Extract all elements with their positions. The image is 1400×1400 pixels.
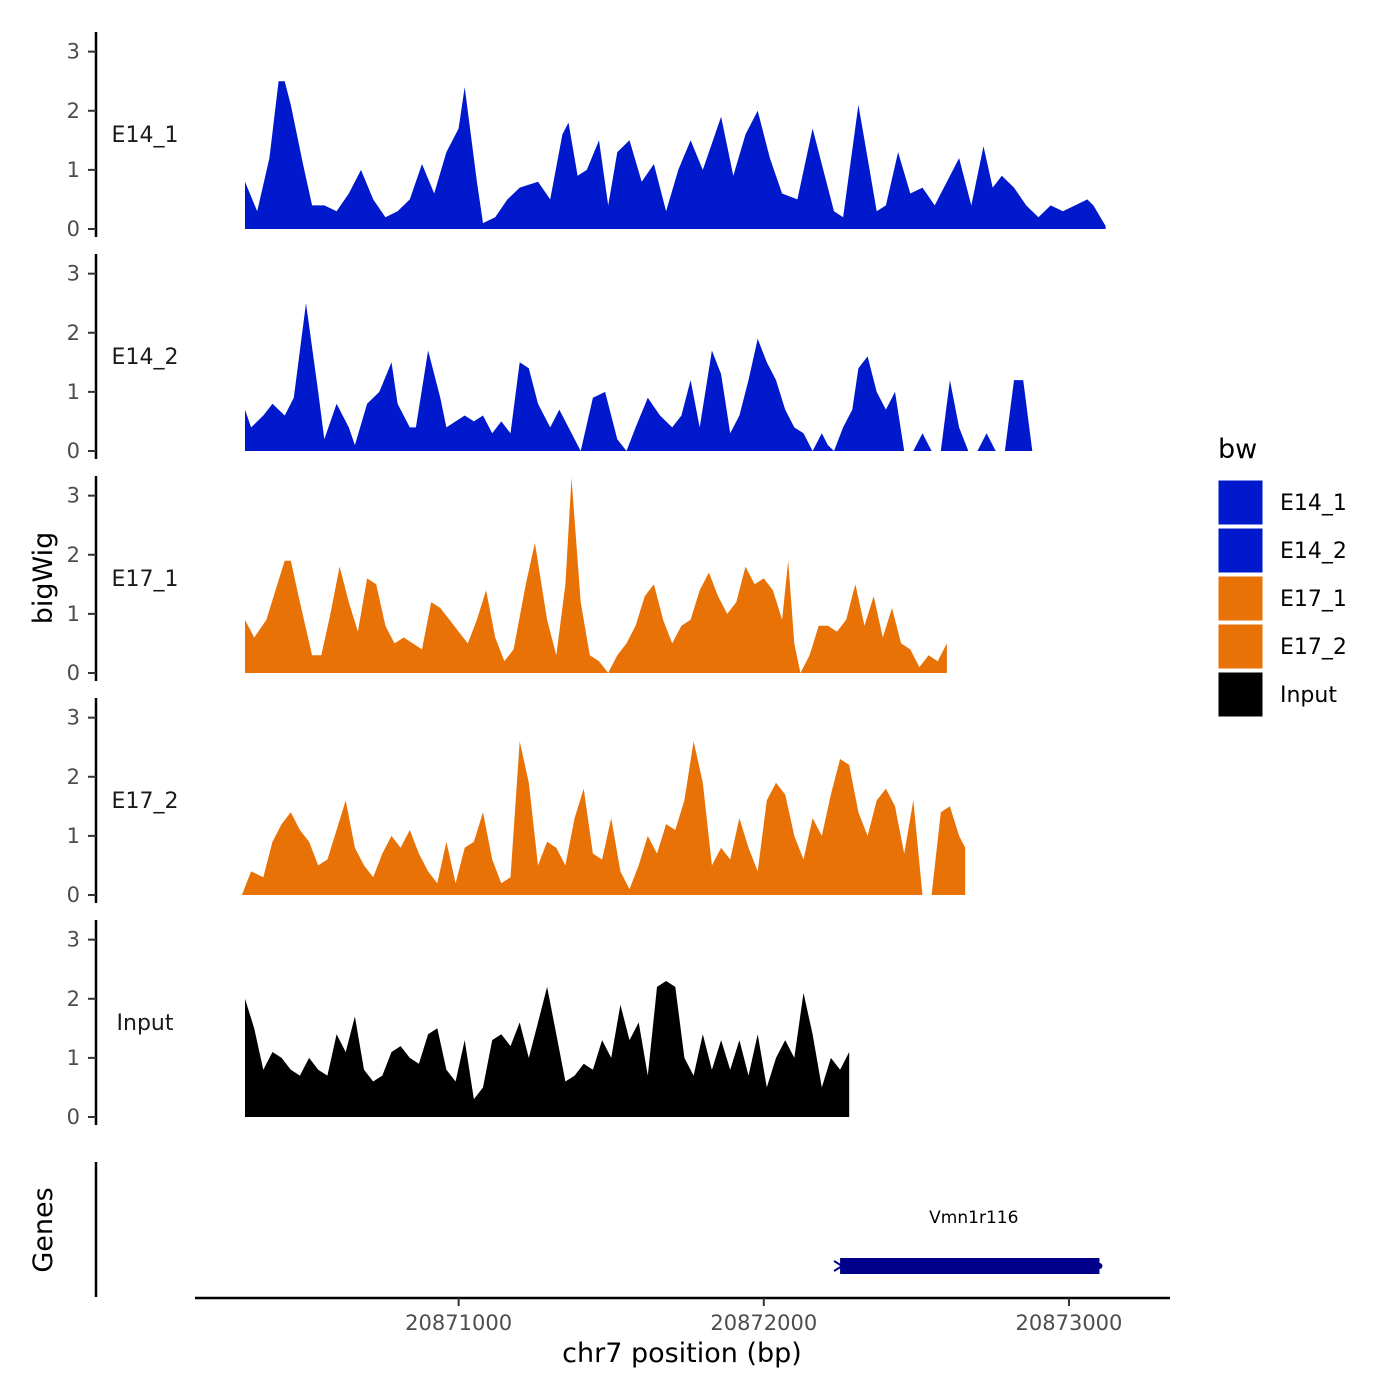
y-tick-label: 1 — [67, 380, 80, 404]
y-tick-label: 3 — [67, 484, 80, 508]
x-tick-label: 20873000 — [1016, 1311, 1123, 1335]
legend-label-E17_1: E17_1 — [1280, 587, 1347, 612]
x-ticks: 20871000 20872000 20873000 — [405, 1298, 1122, 1335]
legend-label-E14_1: E14_1 — [1280, 491, 1347, 516]
bigwig-tracks: 0 1 2 3 E14_1 0 1 2 3 E14_2 0 1 2 3 E17_1 0 1 2 3 E17_2 0 1 2 3… — [67, 32, 1106, 1129]
track-E17_2: 0 1 2 3 E17_2 — [67, 698, 966, 907]
signal-area-E17_2 — [241, 741, 966, 895]
gene-body — [840, 1258, 1100, 1274]
y-tick-label: 2 — [67, 321, 80, 345]
y-tick-label: 1 — [67, 824, 80, 848]
y-tick-label: 1 — [67, 602, 80, 626]
legend-swatch-E14_2 — [1217, 527, 1264, 574]
y-tick-label: 0 — [67, 217, 80, 241]
y-tick-label: 2 — [67, 543, 80, 567]
signal-area-E17_1 — [245, 477, 947, 673]
y-tick-label: 0 — [67, 883, 80, 907]
signal-area-E14_2 — [245, 303, 1033, 451]
track-E17_1: 0 1 2 3 E17_1 — [67, 476, 947, 685]
track-label: E17_1 — [112, 567, 179, 592]
gene-strand-arrow — [833, 1260, 844, 1272]
genes-track-label: Genes — [28, 1187, 59, 1272]
y-tick-label: 3 — [67, 928, 80, 952]
signal-area-Input — [245, 981, 850, 1117]
legend-items: E14_1 E14_2 E17_1 E17_2 Input — [1217, 479, 1347, 718]
y-tick-label: 3 — [67, 40, 80, 64]
legend-swatch-E17_1 — [1217, 575, 1264, 622]
y-tick-label: 0 — [67, 661, 80, 685]
y-axis-title: bigWig — [28, 532, 59, 625]
track-label: E14_2 — [112, 345, 179, 370]
legend-label-Input: Input — [1280, 683, 1337, 708]
genes-group: Vmn1r116 — [833, 1208, 1103, 1274]
x-tick-label: 20871000 — [405, 1311, 512, 1335]
x-axis-title: chr7 position (bp) — [562, 1338, 802, 1369]
track-E14_2: 0 1 2 3 E14_2 — [67, 254, 1033, 463]
y-tick-label: 0 — [67, 1105, 80, 1129]
y-tick-label: 2 — [67, 987, 80, 1011]
legend: bw E14_1 E14_2 E17_1 E17_2 Input — [1217, 434, 1347, 718]
y-tick-label: 2 — [67, 765, 80, 789]
legend-title: bw — [1218, 434, 1257, 465]
legend-swatch-Input — [1217, 671, 1264, 718]
legend-swatch-E17_2 — [1217, 623, 1264, 670]
y-tick-label: 1 — [67, 158, 80, 182]
legend-label-E17_2: E17_2 — [1280, 635, 1347, 660]
gene-end-marker — [1096, 1263, 1103, 1269]
track-E14_1: 0 1 2 3 E14_1 — [67, 32, 1106, 241]
track-label: Input — [117, 1011, 174, 1036]
genes-track: Genes Vmn1r116 — [28, 1162, 1103, 1297]
signal-area-E14_1 — [245, 81, 1106, 229]
y-tick-label: 0 — [67, 439, 80, 463]
y-tick-label: 3 — [67, 262, 80, 286]
x-axis: 20871000 20872000 20873000 chr7 position (… — [195, 1296, 1170, 1369]
legend-label-E14_2: E14_2 — [1280, 539, 1347, 564]
legend-swatch-E14_1 — [1217, 479, 1264, 526]
y-tick-label: 2 — [67, 99, 80, 123]
track-label: E14_1 — [112, 123, 179, 148]
x-tick-label: 20872000 — [710, 1311, 817, 1335]
y-tick-label: 1 — [67, 1046, 80, 1070]
track-label: E17_2 — [112, 789, 179, 814]
track-Input: 0 1 2 3 Input — [67, 920, 850, 1129]
gene-label: Vmn1r116 — [929, 1208, 1018, 1228]
y-tick-label: 3 — [67, 706, 80, 730]
